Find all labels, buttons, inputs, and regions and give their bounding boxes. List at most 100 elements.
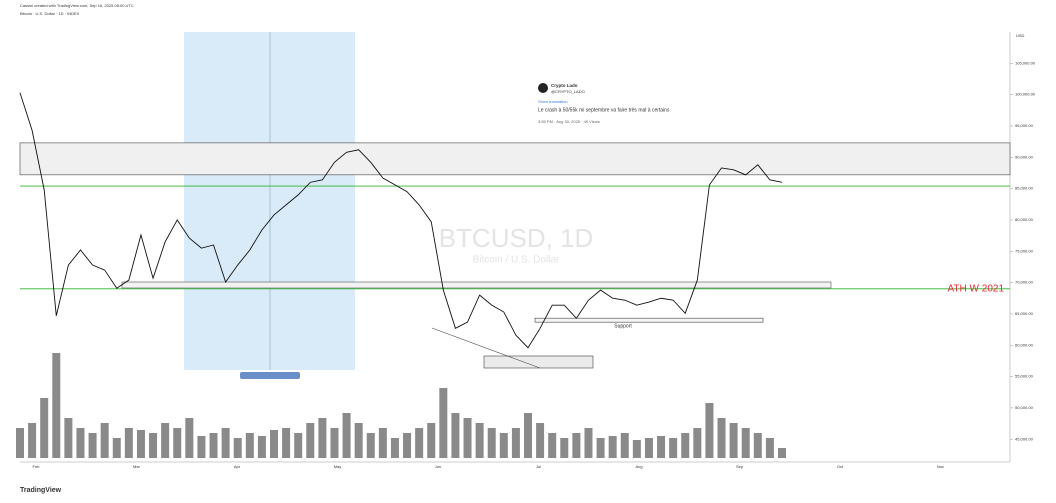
volume-bar <box>693 428 702 458</box>
time-range <box>184 32 355 370</box>
level-label: ATH W 2021 <box>948 283 1005 294</box>
volume-bar <box>451 413 460 458</box>
volume-bar <box>270 430 278 458</box>
volume-bar <box>584 428 593 458</box>
x-tick-label: Jul <box>536 464 541 469</box>
tweet-name: Crypto Lado <box>551 83 578 88</box>
volume-bar <box>536 423 545 458</box>
volume-bar <box>475 423 484 458</box>
volume-bar <box>403 433 412 458</box>
y-tick-label: 100,000.00 <box>1015 92 1036 97</box>
volume-bar <box>52 353 61 458</box>
volume-bar <box>572 433 581 458</box>
y-tick-label: 60,000.00 <box>1015 342 1034 347</box>
volume-bar <box>173 428 182 458</box>
volume-bar <box>136 430 145 458</box>
volume-bar <box>729 423 738 458</box>
volume-bar <box>330 428 339 458</box>
volume-bar <box>487 428 496 458</box>
tweet-text: Le crash à 50/55k mi septembre va faire … <box>538 107 670 113</box>
volume-bar <box>64 418 73 458</box>
resistance-zone <box>19 142 1011 176</box>
y-tick-label: 80,000.00 <box>1015 217 1034 222</box>
volume-bar <box>632 440 641 458</box>
volume-bar <box>28 423 37 458</box>
x-tick-label: Oct <box>837 464 844 469</box>
y-tick-label: 50,000.00 <box>1015 405 1034 410</box>
support-box <box>534 317 764 323</box>
volume-bar <box>100 423 109 458</box>
x-tick-label: Jun <box>435 464 441 469</box>
volume-bar <box>185 418 194 458</box>
y-tick-label: 105,000.00 <box>1015 60 1036 65</box>
support-label: Support <box>614 324 632 330</box>
y-tick-label: 55,000.00 <box>1015 374 1034 379</box>
volume-bar <box>257 436 266 458</box>
volume-bar <box>40 398 49 458</box>
x-tick-label: May <box>334 464 342 469</box>
volume-bar <box>705 403 714 458</box>
tweet-handle: @CRYPTO_LADO <box>551 89 585 94</box>
volume-bar <box>427 423 436 458</box>
y-tick-label: 70,000.00 <box>1015 280 1034 285</box>
volume-bar <box>644 438 653 458</box>
avatar <box>538 83 548 93</box>
volume-bar <box>608 436 617 458</box>
x-tick-label: Sep <box>736 464 744 469</box>
volume-bar <box>245 433 254 458</box>
volume-bar <box>741 428 750 458</box>
unit: USD <box>1016 33 1025 38</box>
x-tick-label: Apr <box>234 464 241 469</box>
x-tick-label: Nov <box>937 464 944 469</box>
price-line <box>19 92 783 349</box>
watermark: BTCUSD, 1D <box>439 223 594 253</box>
volume-bar <box>306 423 315 458</box>
volume-bar <box>560 438 569 458</box>
volume-bar <box>669 438 678 458</box>
volume-bar <box>681 433 690 458</box>
volume-bar <box>161 423 170 458</box>
target-box <box>483 355 594 369</box>
volume-bar <box>717 418 726 458</box>
tweet-translate: Show translation <box>538 99 568 104</box>
volume-bar <box>354 423 363 458</box>
volume-bar <box>524 413 532 458</box>
range-label <box>240 372 300 379</box>
volume-bar <box>439 388 448 458</box>
volume-bar <box>76 428 85 458</box>
volume-bar <box>620 433 629 458</box>
volume-bar <box>415 428 424 458</box>
y-tick-label: 90,000.00 <box>1015 154 1034 159</box>
symbol: Bitcoin · U.S. Dollar · 1D · INDEX <box>20 11 80 16</box>
volume-bar <box>16 428 24 458</box>
y-tick-label: 65,000.00 <box>1015 311 1034 316</box>
volume-bar <box>149 433 158 458</box>
y-tick-label: 95,000.00 <box>1015 123 1034 128</box>
volume-bar <box>124 428 133 458</box>
volume-bar <box>499 433 508 458</box>
x-tick-label: Aug <box>635 464 642 469</box>
trend-line <box>431 327 541 369</box>
y-tick-label: 75,000.00 <box>1015 248 1034 253</box>
volume-bar <box>753 433 762 458</box>
volume-bar <box>88 433 97 458</box>
volume-bar <box>765 438 774 458</box>
brand: TradingView <box>20 487 62 494</box>
x-tick-label: Feb <box>33 464 41 469</box>
volume-bar <box>596 438 605 458</box>
watermark-sub: Bitcoin / U.S. Dollar <box>473 255 560 266</box>
volume-bar <box>112 438 121 458</box>
x-tick-label: Mar <box>133 464 141 469</box>
y-tick-label: 45,000.00 <box>1015 436 1034 441</box>
y-tick-label: 85,000.00 <box>1015 186 1034 191</box>
volume-bar <box>197 436 206 458</box>
volume-bar <box>221 428 230 458</box>
volume-bar <box>342 413 351 458</box>
volume-bar <box>463 418 472 458</box>
tweet: Crypto Lado @CRYPTO_LADO Show translatio… <box>538 83 670 124</box>
created: Cassini created with TradingView.com, Se… <box>20 3 134 8</box>
volume-bar <box>390 438 399 458</box>
volume-bar <box>366 433 375 458</box>
volume-bar <box>233 438 242 458</box>
